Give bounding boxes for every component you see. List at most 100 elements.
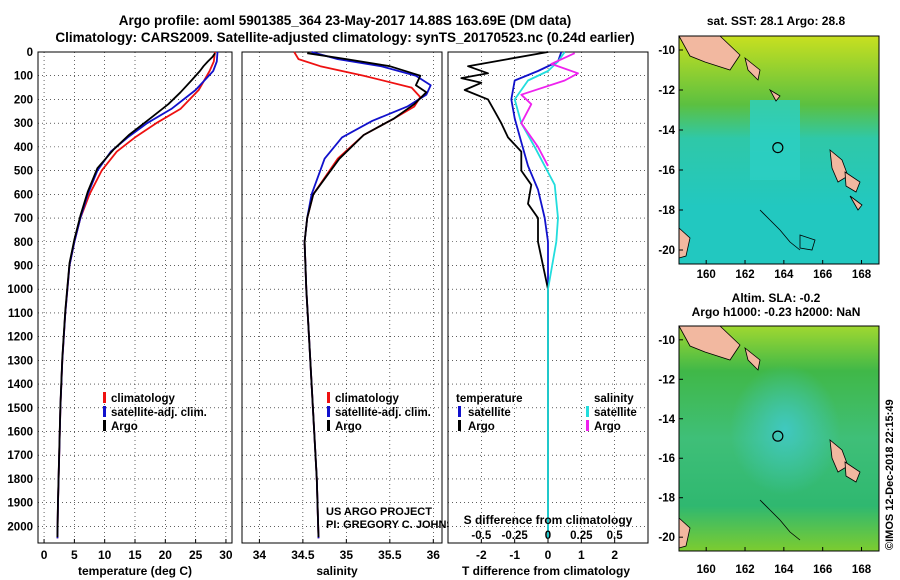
legend-argo: Argo [111, 421, 138, 433]
difference-x2tick-labels: -0.5 -0.25 0 0.25 0.5 [471, 530, 623, 542]
difference-panel: -2 -1 0 1 2 -0.5 -0.25 0 0.25 0.5 S difference f… [447, 51, 649, 578]
lat-tick-label: -12 [658, 374, 675, 386]
sst-lat-labels: -10 -12 -14 -16 -18 -20 [658, 45, 683, 257]
credit-pi: PI: GREGORY C. JOHNSON [326, 519, 470, 531]
depth-tick-label: 1400 [7, 379, 33, 391]
header-line2: Climatology: CARS2009. Satellite-adjuste… [55, 30, 634, 45]
temperature-panel: 0 5 10 15 20 25 30 0 100 200 300 400 500 600 700 800 90… [7, 47, 233, 578]
lon-tick-label: 164 [774, 564, 794, 576]
sst-coastline [759, 209, 816, 251]
depth-tick-label: 1900 [7, 498, 33, 510]
x-tick-label: 25 [189, 548, 203, 562]
lon-tick-label: 162 [735, 269, 754, 281]
lat-tick-label: -20 [658, 245, 675, 257]
x-tick-label: 35.5 [378, 548, 402, 562]
difference-x2label: S difference from climatology [464, 513, 633, 527]
x-tick-label: 34.5 [291, 548, 315, 562]
depth-tick-label: 0 [27, 47, 33, 59]
sst-lon-labels: 160 162 164 166 168 [697, 260, 872, 281]
series-line-argo [56, 52, 216, 538]
depth-tick-label: 600 [14, 189, 33, 201]
x-tick-label: 0 [41, 548, 48, 562]
x-tick-label: 20 [159, 548, 173, 562]
x2-tick-label: -0.5 [471, 530, 491, 542]
legend-argo: Argo [335, 421, 362, 433]
x-tick-label: 35 [340, 548, 354, 562]
x-tick-label: -1 [509, 548, 520, 562]
temperature-grid [38, 51, 232, 543]
depth-tick-label: 100 [14, 71, 33, 83]
depth-tick-label: 900 [14, 260, 33, 272]
salinity-grid [242, 51, 442, 543]
lat-tick-label: -18 [658, 205, 675, 217]
x-tick-label: 10 [98, 548, 112, 562]
depth-tick-label: 700 [14, 213, 33, 225]
temperature-legend: climatology satellite-adj. clim. Argo [103, 392, 207, 433]
sst-argo-marker [772, 142, 784, 154]
lat-tick-label: -14 [658, 125, 675, 137]
sla-low-anomaly [730, 365, 840, 495]
depth-tick-label: 1600 [7, 427, 33, 439]
legend-satellite: satellite-adj. clim. [111, 407, 207, 419]
depth-tick-label: 500 [14, 166, 33, 178]
depth-tick-label: 1700 [7, 450, 33, 462]
x-tick-label: -2 [476, 548, 487, 562]
series-line-argo [460, 51, 549, 538]
imos-credit: ©IMOS 12-Dec-2018 22:15:49 [884, 399, 896, 550]
depth-tick-label: 400 [14, 142, 33, 154]
lat-tick-label: -20 [658, 532, 675, 544]
sla-land [678, 325, 861, 549]
legend-climatology: climatology [335, 393, 400, 405]
salinity-legend: climatology satellite-adj. clim. Argo [327, 392, 431, 433]
depth-tick-label: 2000 [7, 521, 33, 533]
depth-tick-label: 1800 [7, 474, 33, 486]
lat-tick-label: -12 [658, 85, 675, 97]
sla-coastline [759, 499, 801, 541]
header-line1: Argo profile: aoml 5901385_364 23-May-20… [119, 13, 571, 28]
lat-tick-label: -16 [658, 453, 675, 465]
depth-tick-label: 1200 [7, 332, 33, 344]
sla-map: Altim. SLA: -0.2 Argo h1000: -0.23 h2000… [658, 291, 880, 576]
depth-tick-label: 200 [14, 94, 33, 106]
temperature-xlabel: temperature (deg C) [78, 564, 192, 578]
x2-tick-label: 0.5 [607, 530, 624, 542]
legend-climatology: climatology [111, 393, 176, 405]
sla-map-subtitle: Argo h1000: -0.23 h2000: NaN [692, 305, 861, 319]
sla-lat-labels: -10 -12 -14 -16 -18 -20 [658, 335, 683, 544]
lon-tick-label: 166 [813, 564, 832, 576]
sst-map: sat. SST: 28.1 Argo: 28.8 160 162 164 166 16… [658, 14, 880, 281]
series-line-argo [303, 52, 428, 538]
series-line-salinity-argo [520, 52, 579, 167]
lat-tick-label: -10 [658, 335, 675, 347]
sla-argo-marker [772, 430, 784, 442]
lon-tick-label: 164 [774, 269, 794, 281]
legend-temperature: temperature [456, 393, 522, 405]
depth-tick-label: 800 [14, 237, 33, 249]
difference-legend: temperature satellite Argo salinity sate… [456, 393, 637, 433]
lon-tick-label: 160 [697, 564, 716, 576]
series-line-salinity-satellite [513, 51, 566, 539]
legend-satellite: satellite-adj. clim. [335, 407, 431, 419]
depth-tick-label: 1000 [7, 284, 33, 296]
x-tick-label: 36 [427, 548, 441, 562]
x-tick-label: 30 [219, 548, 233, 562]
x2-tick-label: 0 [545, 530, 551, 542]
x-tick-label: 0 [545, 548, 552, 562]
salinity-lines [293, 51, 432, 539]
lon-tick-label: 162 [735, 564, 754, 576]
temperature-lines [56, 51, 219, 539]
legend-t-satellite: satellite [468, 407, 511, 419]
x-tick-label: 15 [128, 548, 142, 562]
depth-tick-label: 1500 [7, 403, 33, 415]
depth-tick-label: 1300 [7, 355, 33, 367]
x-tick-label: 34 [253, 548, 267, 562]
lat-tick-label: -10 [658, 45, 675, 57]
difference-xtick-labels: -2 -1 0 1 2 [476, 539, 618, 562]
temperature-xtick-labels: 0 5 10 15 20 25 30 [41, 539, 233, 562]
x-tick-label: 2 [611, 548, 618, 562]
x-tick-label: 1 [578, 548, 585, 562]
lat-tick-label: -14 [658, 414, 675, 426]
lon-tick-label: 160 [697, 269, 716, 281]
lon-tick-label: 168 [852, 269, 872, 281]
lat-tick-label: -16 [658, 165, 675, 177]
